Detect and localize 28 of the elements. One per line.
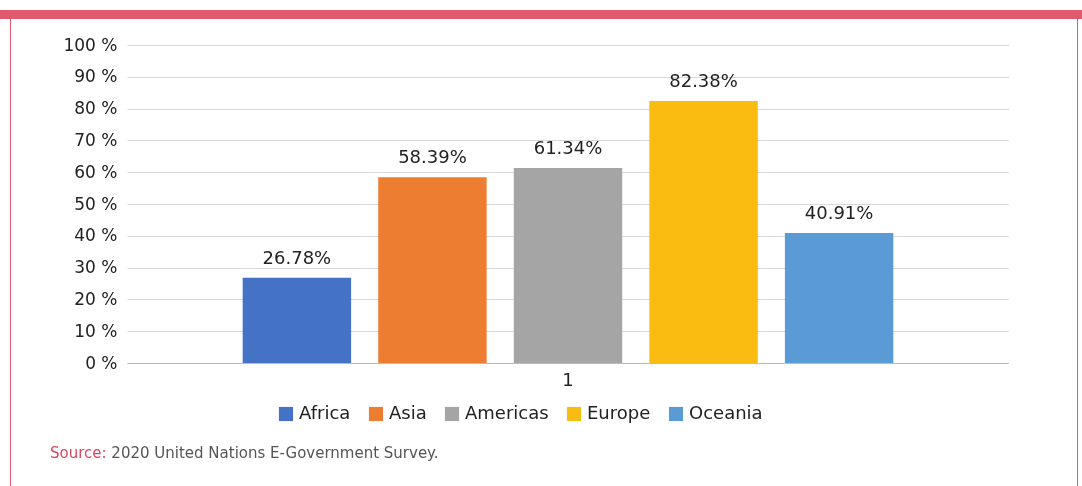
data-label: 40.91%	[804, 201, 874, 223]
bar	[378, 177, 487, 363]
y-tick-label: 0 %	[85, 352, 118, 373]
y-tick-label: 50 %	[74, 193, 118, 214]
y-tick-label: 30 %	[74, 257, 118, 278]
data-label: 26.78%	[262, 246, 332, 268]
legend-label: Asia	[389, 402, 427, 423]
source-note: Source: 2020 United Nations E-Government Survey.	[50, 444, 439, 462]
y-tick-label: 60 %	[74, 161, 118, 182]
legend-label: Europe	[587, 402, 651, 423]
legend-label: Americas	[465, 402, 549, 423]
y-tick-label: 40 %	[74, 225, 118, 246]
bar	[242, 277, 352, 363]
bar	[784, 232, 894, 363]
y-tick-label: 20 %	[74, 288, 118, 309]
y-tick-label: 90 %	[74, 66, 118, 87]
y-tick-label: 70 %	[74, 129, 118, 150]
data-label: 82.38%	[669, 70, 738, 92]
legend-label: Africa	[299, 402, 351, 423]
legend-label: Oceania	[689, 402, 763, 423]
y-tick-label: 100 %	[63, 34, 118, 55]
y-tick-label: 10 %	[74, 320, 118, 341]
bar	[649, 101, 758, 363]
x-tick-label: 1	[562, 368, 574, 390]
bar	[513, 167, 623, 363]
data-label: 58.39%	[398, 146, 467, 168]
data-label: 61.34%	[533, 136, 603, 158]
y-tick-label: 80 %	[74, 98, 118, 119]
